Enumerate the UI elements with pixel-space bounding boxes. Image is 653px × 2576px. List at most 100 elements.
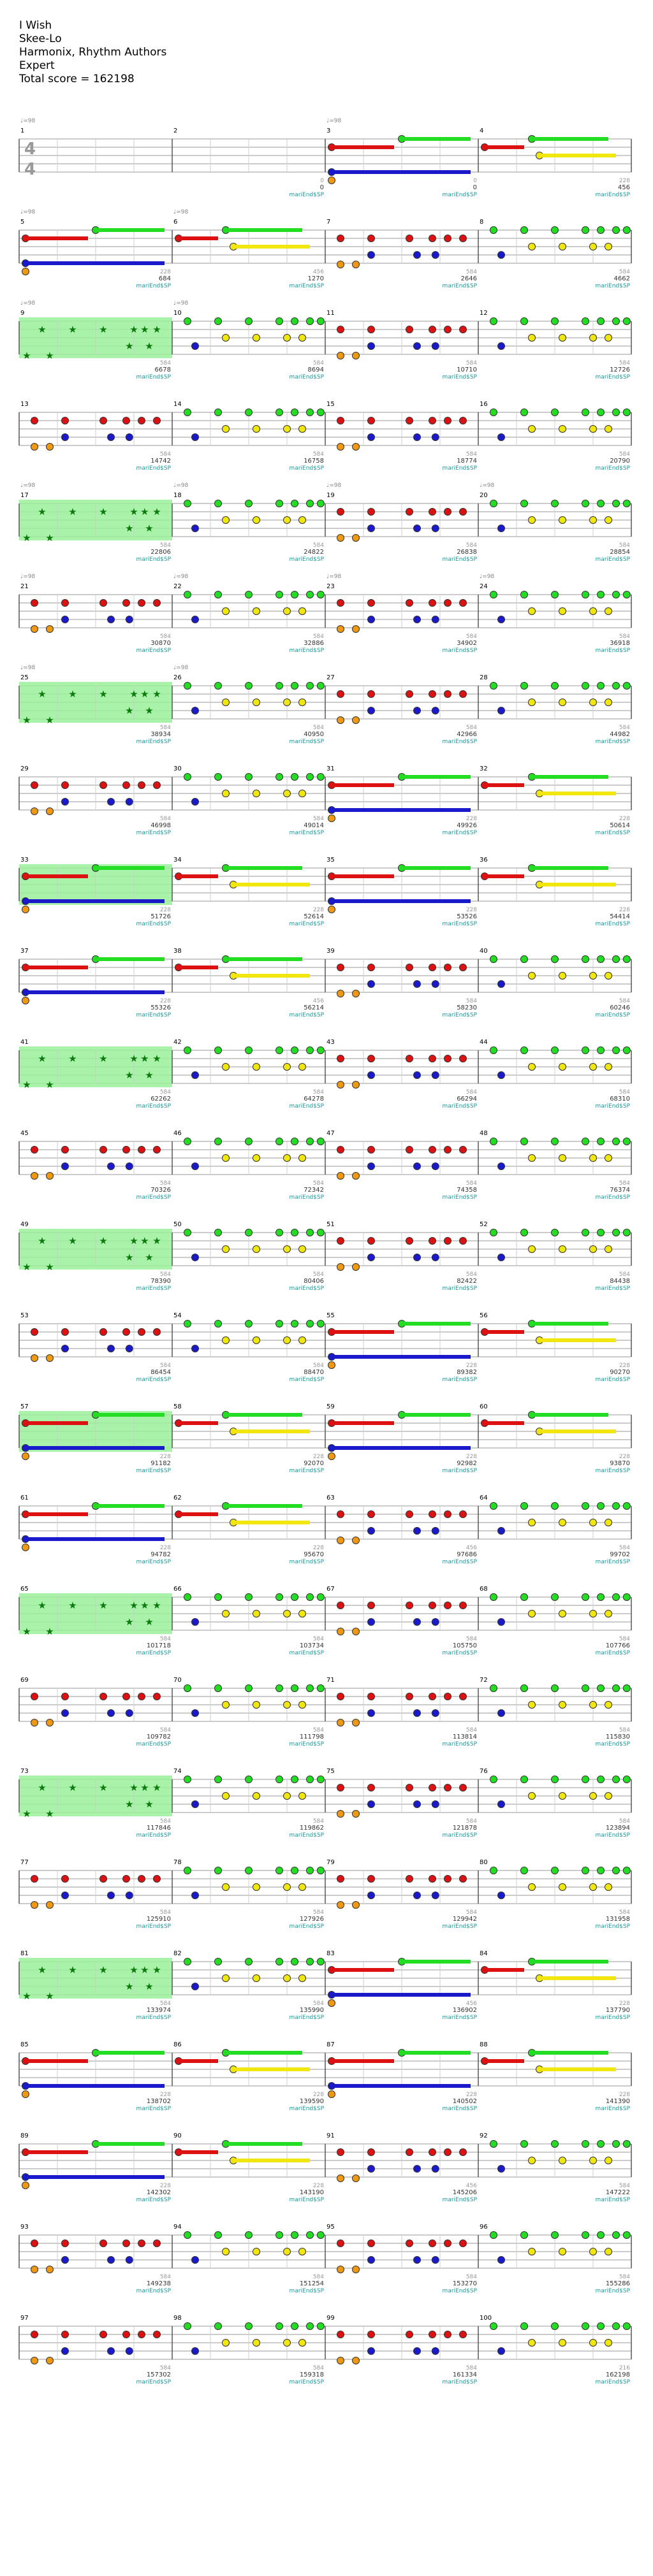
red-sustain [179,874,218,878]
blue-sustain [332,808,471,812]
orange-note [337,2357,344,2364]
measure-score: 584 [160,816,171,822]
yellow-note [283,1336,291,1344]
green-note [597,1684,605,1692]
blue-note [125,798,133,806]
orange-note [31,1719,38,1726]
staff-row: 5722891182mariEnd$SP5822892070mariEnd$SP… [18,1403,632,1474]
measure-number: 10 [173,310,182,317]
green-note [184,1593,191,1601]
measure-number: 88 [480,2041,488,2048]
orange-note [352,2266,360,2273]
blue-note [191,1983,199,1990]
yellow-note [298,334,306,342]
measure-score: 228 [313,1545,324,1551]
green-note [612,2140,620,2148]
green-note [306,1776,314,1783]
green-note [316,591,325,598]
red-note [406,1784,413,1791]
measure-number: 97 [20,2315,29,2322]
star-note: ★ [45,714,54,726]
red-note [367,1510,375,1518]
green-note [520,500,528,507]
green-note [245,1320,253,1328]
green-note [490,1776,497,1783]
measure-number: 60 [480,1403,488,1410]
measure-number: 47 [326,1130,335,1137]
red-note [429,1602,436,1609]
green-note [520,2322,528,2330]
orange-note [22,1452,29,1460]
time-signature-denominator: 4 [24,160,36,179]
measure-score: 584 [619,2183,630,2189]
red-note [122,2240,130,2247]
staff-row: 5358486454mariEnd$SP5458488470mariEnd$SP… [18,1312,632,1383]
cumulative-score: 58230 [457,1004,477,1011]
measure-number: 23 [326,583,335,590]
time-signature-numerator: 4 [24,140,36,159]
green-note [582,2231,589,2239]
blue-note [497,616,505,623]
green-note [306,500,314,507]
green-note [291,1320,298,1328]
green-sustain [402,1413,471,1417]
green-note [622,1229,631,1236]
red-note [406,2148,413,2156]
blue-note [367,1527,375,1535]
red-note [429,1055,436,1062]
measure-score: 584 [466,1909,477,1916]
green-sustain [532,775,608,779]
staff-row: 93584149238mariEnd$SP94584151254mariEnd$… [18,2224,632,2294]
yellow-note [298,1336,306,1344]
green-note [291,409,298,416]
tempo-marker: ♩=98 [20,300,36,307]
green-sustain [532,137,608,141]
green-note [520,1229,528,1236]
cumulative-score: 137790 [606,2007,630,2014]
orange-note [337,443,344,451]
yellow-note [283,516,291,524]
measure-score: 584 [619,633,630,640]
red-note [444,1693,451,1700]
red-note [367,2240,375,2247]
green-sustain [226,957,302,961]
measure-score: 584 [160,1271,171,1278]
measure-tag: mariEnd$SP [136,1741,172,1747]
measure-score: 584 [160,1727,171,1733]
blue-note [497,1618,505,1626]
measure-number: 30 [173,765,182,772]
yellow-note [253,1610,260,1617]
measure-score: 584 [313,725,324,731]
blue-note [125,616,133,623]
cumulative-score: 24822 [304,549,324,556]
blue-note [413,707,421,714]
green-note [316,317,325,325]
measure-score: 584 [160,633,171,640]
green-note [597,1138,605,1145]
red-note [406,964,413,971]
cumulative-score: 97686 [457,1551,477,1558]
measure-score: 584 [619,998,630,1004]
blue-note [497,1800,505,1808]
yellow-note [605,1701,612,1709]
staff-row: 77584125910mariEnd$SP78584127926mariEnd$… [18,1859,632,1930]
star-note: ★ [45,1990,54,2002]
measure-tag: mariEnd$SP [596,465,631,472]
red-note [61,417,69,424]
measure-score: 584 [619,725,630,731]
yellow-note [559,334,566,342]
green-note [551,1502,559,1510]
green-note [490,1502,497,1510]
green-note [490,500,497,507]
song-charter: Harmonix, Rhythm Authors [19,46,167,59]
